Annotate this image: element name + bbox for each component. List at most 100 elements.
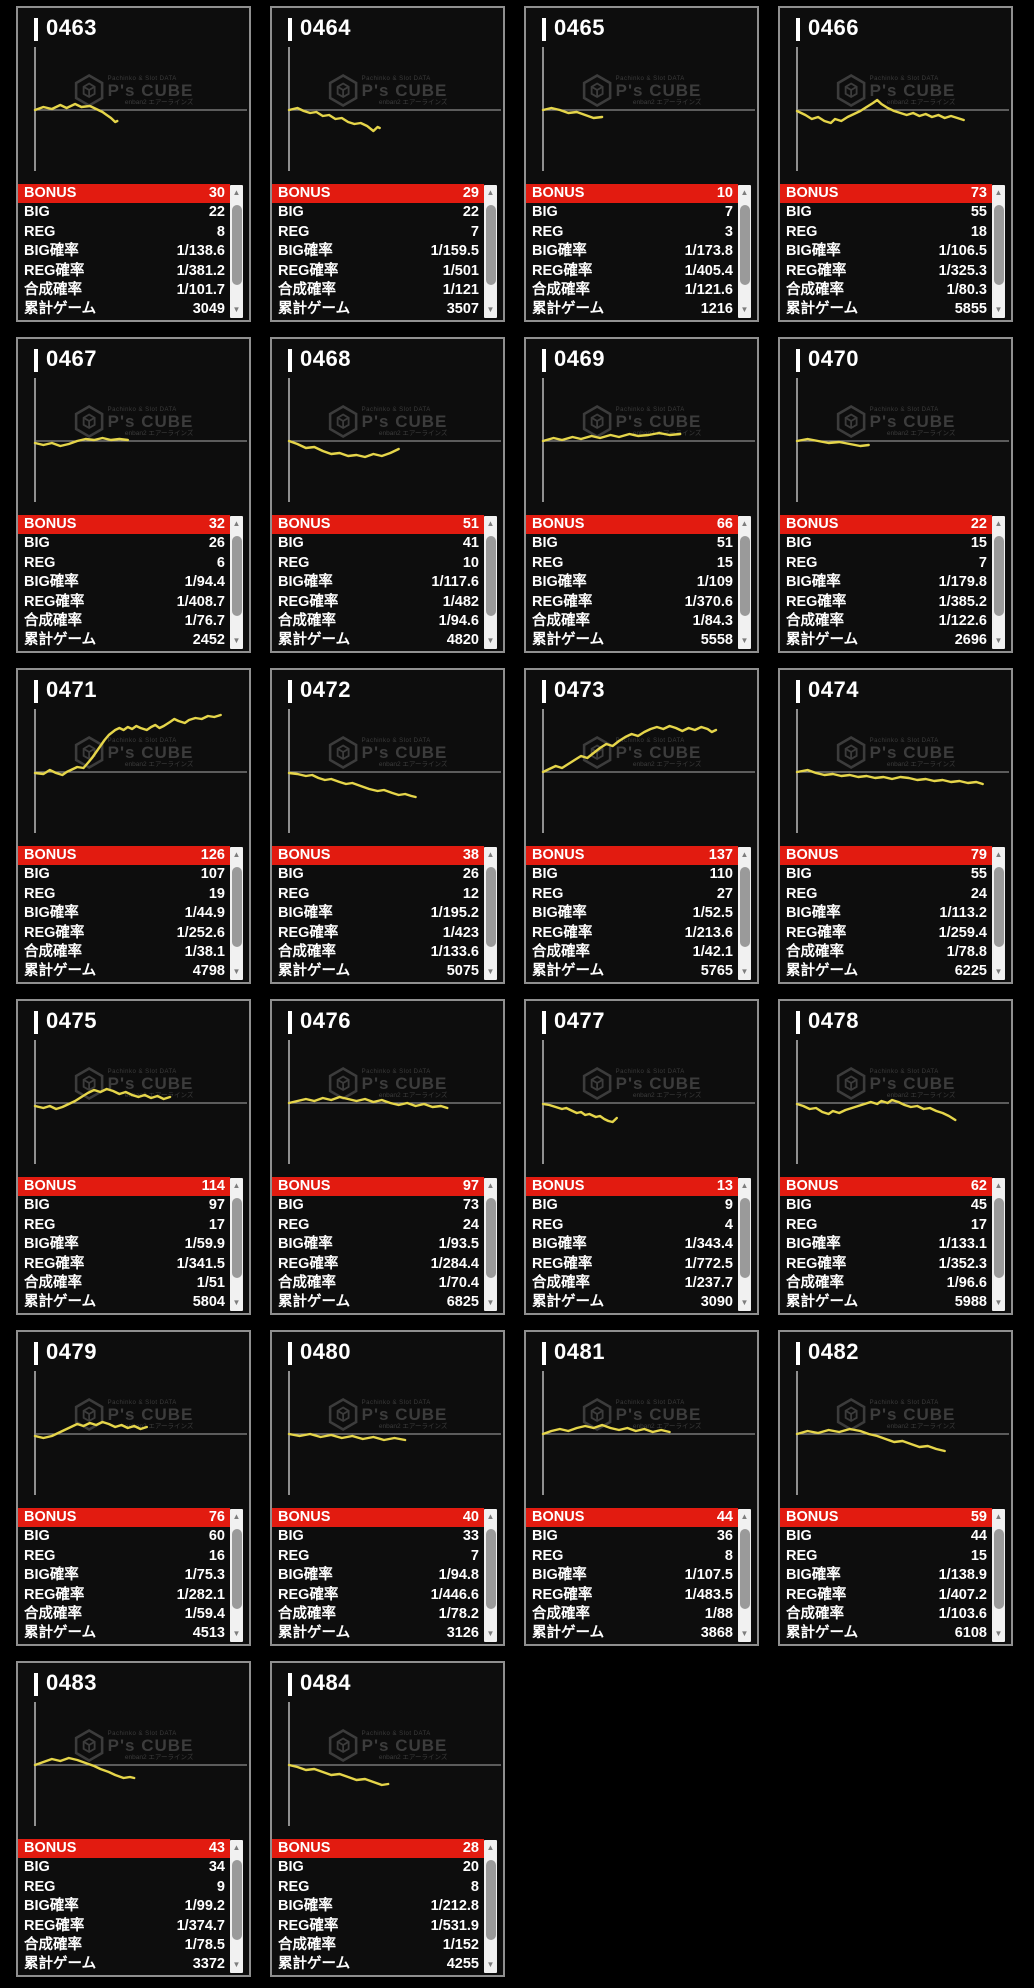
stats-scrollbar[interactable]: ▲ ▼ xyxy=(738,847,751,980)
scroll-up-icon[interactable]: ▲ xyxy=(486,1181,495,1190)
stats-scrollbar[interactable]: ▲ ▼ xyxy=(738,1178,751,1311)
scroll-up-icon[interactable]: ▲ xyxy=(232,188,241,197)
machine-card[interactable]: 0478 Pachinko & Slot DATA P's CUBE enban… xyxy=(778,999,1013,1315)
stats-scrollbar[interactable]: ▲ ▼ xyxy=(992,847,1005,980)
machine-card[interactable]: 0472 Pachinko & Slot DATA P's CUBE enban… xyxy=(270,668,505,984)
machine-card[interactable]: 0476 Pachinko & Slot DATA P's CUBE enban… xyxy=(270,999,505,1315)
stats-scrollbar[interactable]: ▲ ▼ xyxy=(992,185,1005,318)
scrollbar-thumb[interactable] xyxy=(485,867,496,947)
scroll-down-icon[interactable]: ▼ xyxy=(994,1629,1003,1638)
scrollbar-thumb[interactable] xyxy=(231,536,242,616)
machine-card[interactable]: 0470 Pachinko & Slot DATA P's CUBE enban… xyxy=(778,337,1013,653)
machine-card[interactable]: 0474 Pachinko & Slot DATA P's CUBE enban… xyxy=(778,668,1013,984)
scroll-up-icon[interactable]: ▲ xyxy=(232,519,241,528)
scroll-up-icon[interactable]: ▲ xyxy=(994,188,1003,197)
scrollbar-thumb[interactable] xyxy=(739,536,750,616)
machine-card[interactable]: 0463 Pachinko & Slot DATA P's CUBE enban… xyxy=(16,6,251,322)
scrollbar-thumb[interactable] xyxy=(739,205,750,285)
stats-scrollbar[interactable]: ▲ ▼ xyxy=(230,185,243,318)
scrollbar-thumb[interactable] xyxy=(993,536,1004,616)
scroll-up-icon[interactable]: ▲ xyxy=(232,1181,241,1190)
scrollbar-thumb[interactable] xyxy=(739,867,750,947)
machine-card[interactable]: 0464 Pachinko & Slot DATA P's CUBE enban… xyxy=(270,6,505,322)
stats-scrollbar[interactable]: ▲ ▼ xyxy=(992,1178,1005,1311)
scroll-down-icon[interactable]: ▼ xyxy=(740,636,749,645)
stats-scrollbar[interactable]: ▲ ▼ xyxy=(230,1509,243,1642)
scrollbar-thumb[interactable] xyxy=(231,1529,242,1609)
machine-card[interactable]: 0479 Pachinko & Slot DATA P's CUBE enban… xyxy=(16,1330,251,1646)
scroll-down-icon[interactable]: ▼ xyxy=(740,1629,749,1638)
machine-card[interactable]: 0483 Pachinko & Slot DATA P's CUBE enban… xyxy=(16,1661,251,1977)
scroll-down-icon[interactable]: ▼ xyxy=(994,636,1003,645)
scroll-up-icon[interactable]: ▲ xyxy=(994,1181,1003,1190)
stats-scrollbar[interactable]: ▲ ▼ xyxy=(992,516,1005,649)
machine-card[interactable]: 0465 Pachinko & Slot DATA P's CUBE enban… xyxy=(524,6,759,322)
machine-card[interactable]: 0475 Pachinko & Slot DATA P's CUBE enban… xyxy=(16,999,251,1315)
stats-scrollbar[interactable]: ▲ ▼ xyxy=(484,516,497,649)
machine-card[interactable]: 0481 Pachinko & Slot DATA P's CUBE enban… xyxy=(524,1330,759,1646)
stats-scrollbar[interactable]: ▲ ▼ xyxy=(230,847,243,980)
stats-scrollbar[interactable]: ▲ ▼ xyxy=(738,1509,751,1642)
scrollbar-thumb[interactable] xyxy=(231,1198,242,1278)
scroll-up-icon[interactable]: ▲ xyxy=(486,188,495,197)
scroll-up-icon[interactable]: ▲ xyxy=(232,1843,241,1852)
machine-card[interactable]: 0482 Pachinko & Slot DATA P's CUBE enban… xyxy=(778,1330,1013,1646)
scrollbar-thumb[interactable] xyxy=(485,205,496,285)
scroll-down-icon[interactable]: ▼ xyxy=(994,305,1003,314)
scroll-down-icon[interactable]: ▼ xyxy=(994,967,1003,976)
machine-card[interactable]: 0473 Pachinko & Slot DATA P's CUBE enban… xyxy=(524,668,759,984)
stats-scrollbar[interactable]: ▲ ▼ xyxy=(230,1178,243,1311)
machine-card[interactable]: 0480 Pachinko & Slot DATA P's CUBE enban… xyxy=(270,1330,505,1646)
scroll-down-icon[interactable]: ▼ xyxy=(486,636,495,645)
scroll-up-icon[interactable]: ▲ xyxy=(740,519,749,528)
machine-card[interactable]: 0471 Pachinko & Slot DATA P's CUBE enban… xyxy=(16,668,251,984)
scroll-up-icon[interactable]: ▲ xyxy=(232,850,241,859)
scrollbar-thumb[interactable] xyxy=(993,1198,1004,1278)
stats-scrollbar[interactable]: ▲ ▼ xyxy=(484,1178,497,1311)
scrollbar-thumb[interactable] xyxy=(485,1198,496,1278)
scroll-down-icon[interactable]: ▼ xyxy=(232,1960,241,1969)
scrollbar-thumb[interactable] xyxy=(739,1198,750,1278)
scrollbar-thumb[interactable] xyxy=(993,205,1004,285)
machine-card[interactable]: 0468 Pachinko & Slot DATA P's CUBE enban… xyxy=(270,337,505,653)
stats-scrollbar[interactable]: ▲ ▼ xyxy=(992,1509,1005,1642)
scroll-up-icon[interactable]: ▲ xyxy=(994,519,1003,528)
scrollbar-thumb[interactable] xyxy=(485,536,496,616)
stats-scrollbar[interactable]: ▲ ▼ xyxy=(230,516,243,649)
scroll-down-icon[interactable]: ▼ xyxy=(232,1298,241,1307)
scroll-up-icon[interactable]: ▲ xyxy=(994,1512,1003,1521)
stats-scrollbar[interactable]: ▲ ▼ xyxy=(738,516,751,649)
scroll-down-icon[interactable]: ▼ xyxy=(232,305,241,314)
scrollbar-thumb[interactable] xyxy=(485,1529,496,1609)
machine-card[interactable]: 0477 Pachinko & Slot DATA P's CUBE enban… xyxy=(524,999,759,1315)
scrollbar-thumb[interactable] xyxy=(231,1860,242,1940)
scrollbar-thumb[interactable] xyxy=(231,205,242,285)
scroll-down-icon[interactable]: ▼ xyxy=(486,1629,495,1638)
scroll-up-icon[interactable]: ▲ xyxy=(994,850,1003,859)
scroll-up-icon[interactable]: ▲ xyxy=(740,1512,749,1521)
machine-card[interactable]: 0467 Pachinko & Slot DATA P's CUBE enban… xyxy=(16,337,251,653)
scroll-up-icon[interactable]: ▲ xyxy=(740,850,749,859)
scroll-down-icon[interactable]: ▼ xyxy=(740,1298,749,1307)
scroll-up-icon[interactable]: ▲ xyxy=(486,1512,495,1521)
scroll-down-icon[interactable]: ▼ xyxy=(486,305,495,314)
scrollbar-thumb[interactable] xyxy=(993,867,1004,947)
scroll-up-icon[interactable]: ▲ xyxy=(740,188,749,197)
machine-card[interactable]: 0469 Pachinko & Slot DATA P's CUBE enban… xyxy=(524,337,759,653)
stats-scrollbar[interactable]: ▲ ▼ xyxy=(484,847,497,980)
stats-scrollbar[interactable]: ▲ ▼ xyxy=(230,1840,243,1973)
scroll-up-icon[interactable]: ▲ xyxy=(740,1181,749,1190)
scroll-down-icon[interactable]: ▼ xyxy=(740,305,749,314)
scrollbar-thumb[interactable] xyxy=(231,867,242,947)
scroll-down-icon[interactable]: ▼ xyxy=(486,1960,495,1969)
stats-scrollbar[interactable]: ▲ ▼ xyxy=(484,185,497,318)
scrollbar-thumb[interactable] xyxy=(485,1860,496,1940)
scrollbar-thumb[interactable] xyxy=(739,1529,750,1609)
scroll-up-icon[interactable]: ▲ xyxy=(486,850,495,859)
scroll-down-icon[interactable]: ▼ xyxy=(232,1629,241,1638)
machine-card[interactable]: 0466 Pachinko & Slot DATA P's CUBE enban… xyxy=(778,6,1013,322)
machine-card[interactable]: 0484 Pachinko & Slot DATA P's CUBE enban… xyxy=(270,1661,505,1977)
scroll-up-icon[interactable]: ▲ xyxy=(486,519,495,528)
stats-scrollbar[interactable]: ▲ ▼ xyxy=(484,1840,497,1973)
scroll-down-icon[interactable]: ▼ xyxy=(740,967,749,976)
